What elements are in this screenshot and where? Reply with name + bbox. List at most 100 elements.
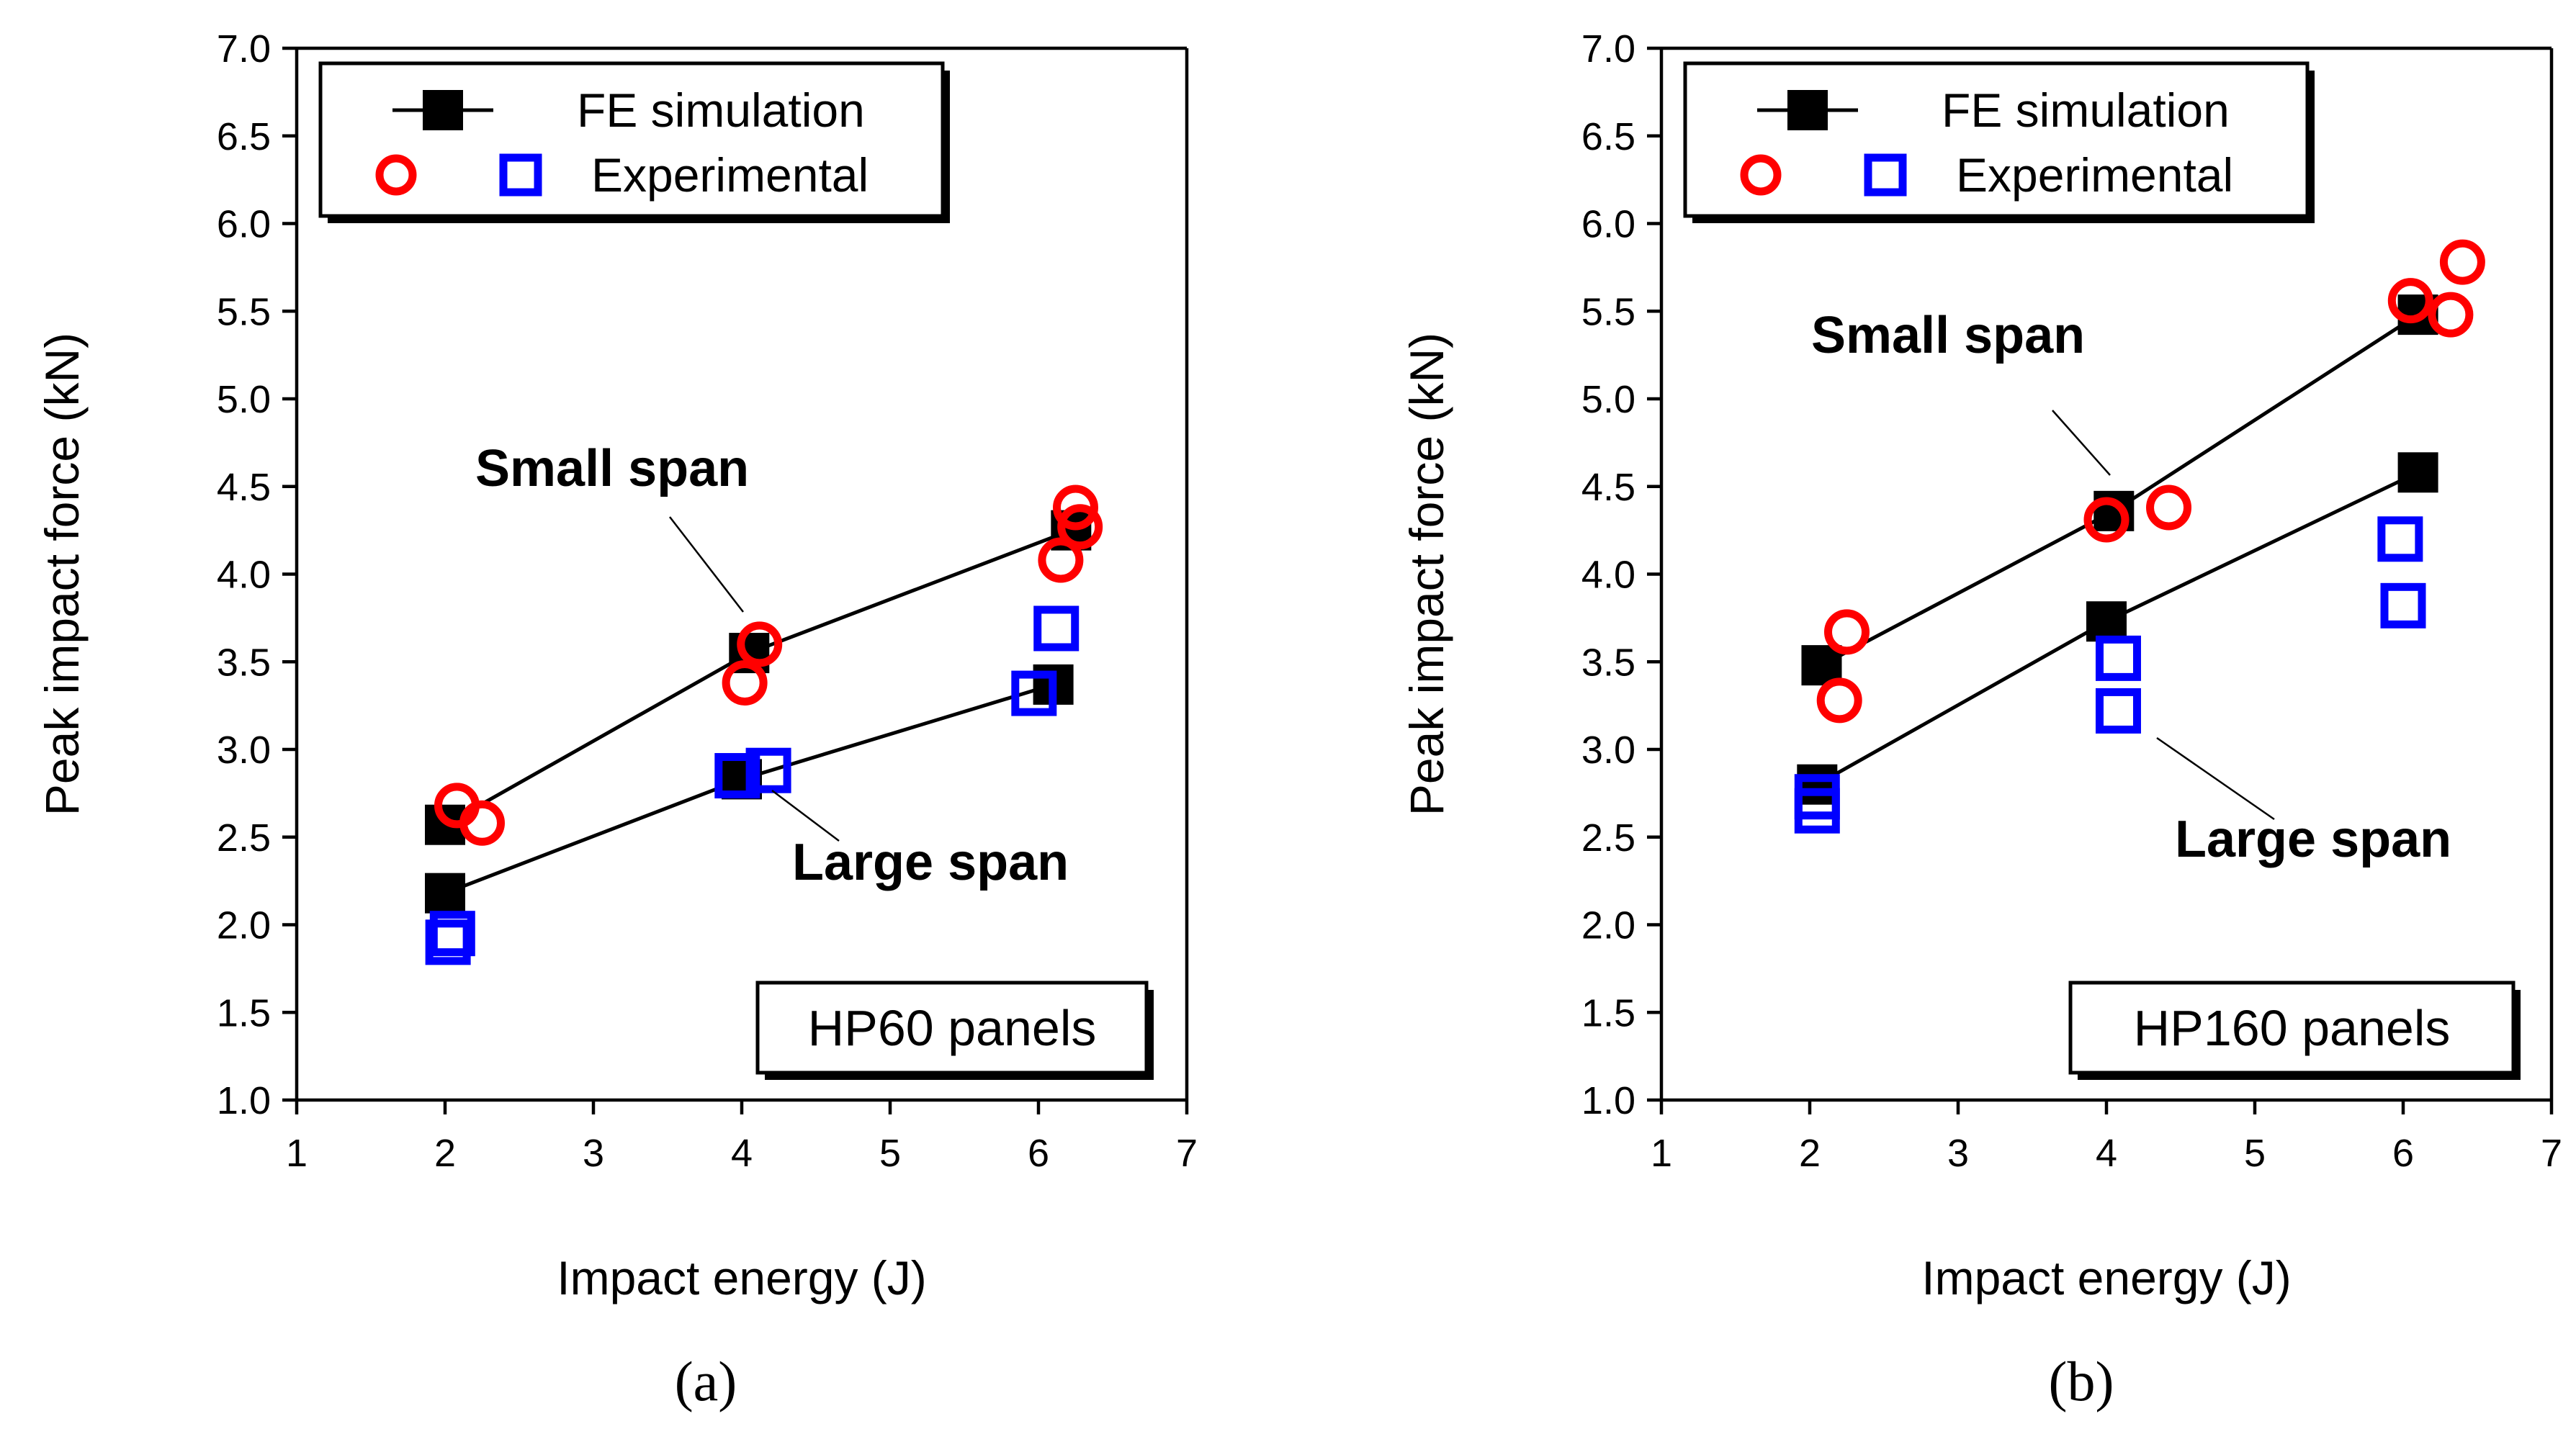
chart-b-series-3-point — [2380, 582, 2426, 628]
chart-b-x-tick-label: 6 — [2392, 1132, 2414, 1175]
chart-a-x-tick-label: 4 — [731, 1132, 753, 1175]
chart-b-legend-exp-label: Experimental — [1956, 148, 2233, 202]
chart-a-legend-fe-label: FE simulation — [577, 84, 865, 137]
chart-b-series-2-point — [2083, 497, 2130, 543]
chart-b-y-tick-label: 4.5 — [1581, 466, 1635, 509]
chart-b-x-axis-title: Impact energy (J) — [1921, 1251, 2292, 1304]
chart-a-series-2-point — [1053, 485, 1098, 531]
chart-a-x-tick-label: 3 — [583, 1132, 604, 1175]
chart-b-x-tick-label: 7 — [2541, 1132, 2562, 1175]
chart-b: 1.0 1.5 2.0 2.5 3.0 3.5 4.0 4.5 5.0 5.5 6.0 6.5 7.0 1… — [1400, 27, 2562, 1412]
chart-b-y-tick-label: 3.5 — [1581, 641, 1635, 684]
chart-a-y-tick-label: 6.5 — [217, 115, 271, 158]
chart-b-legend-exp-square — [1864, 153, 1907, 197]
chart-a-series-3-point — [714, 753, 760, 799]
chart-a: 1.0 1.5 2.0 2.5 3.0 3.5 4.0 4.5 5.0 5.5 6.0 6.5 7.0 1… — [35, 27, 1198, 1412]
chart-b-x-tick-label: 5 — [2244, 1132, 2266, 1175]
chart-a-series-2-point — [737, 621, 783, 667]
chart-b-y-axis-title: Peak impact force (kN) — [1400, 333, 1453, 816]
chart-b-y-tick-label: 1.5 — [1581, 991, 1635, 1035]
chart-a-x-tick-label: 6 — [1028, 1132, 1049, 1175]
chart-a-y-tick-label: 5.5 — [217, 290, 271, 333]
chart-a-small-span-label: Small span — [475, 440, 749, 497]
chart-a-y-tick-label: 7.0 — [217, 27, 271, 71]
chart-b-large-pointer — [2156, 736, 2275, 821]
chart-b-small-pointer — [2052, 410, 2111, 476]
chart-a-legend-exp-circle — [375, 154, 417, 196]
chart-b-y-tick-label: 6.0 — [1581, 203, 1635, 246]
chart-b-y-tick-label: 7.0 — [1581, 27, 1635, 71]
chart-a-series-3-point — [745, 747, 791, 793]
chart-a-panel-label-box — [755, 981, 1149, 1075]
chart-a-x-tick-label: 7 — [1176, 1132, 1198, 1175]
chart-a-series-2-point — [1057, 504, 1103, 550]
chart-b-y-tick-label: 5.0 — [1581, 378, 1635, 421]
chart-b-caption: (b) — [2049, 1350, 2114, 1412]
chart-a-series-3-point — [425, 919, 471, 965]
chart-a-y-tick-label: 4.0 — [217, 554, 271, 597]
chart-b-series-2-point — [1824, 609, 1870, 655]
chart-a-y-tick-label: 5.0 — [217, 378, 271, 421]
chart-a-series-2-point — [1038, 537, 1084, 583]
chart-b-series-3-point — [2095, 635, 2141, 681]
chart-b-y-tick-label: 2.5 — [1581, 816, 1635, 860]
chart-a-legend-exp-label: Experimental — [591, 148, 869, 202]
chart-b-series-2-point — [1816, 677, 1862, 724]
chart-a-y-tick-label: 1.0 — [217, 1079, 271, 1122]
chart-a-series-1-point — [425, 873, 465, 914]
chart-a-x-tick-label: 1 — [286, 1132, 308, 1175]
chart-a-series-3-point — [429, 911, 475, 957]
chart-a-y-tick-label: 2.5 — [217, 816, 271, 860]
chart-b-series-2-point — [2428, 292, 2474, 338]
chart-a-series-3-point — [1033, 605, 1080, 652]
chart-a-small-pointer — [669, 516, 744, 613]
chart-b-x-tick-label: 2 — [1799, 1132, 1821, 1175]
chart-b-y-tick-label: 3.0 — [1581, 729, 1635, 772]
chart-b-y-tick-label: 1.0 — [1581, 1079, 1635, 1122]
chart-b-y-tick-label: 2.0 — [1581, 904, 1635, 947]
chart-b-series-3-point — [1794, 774, 1840, 820]
chart-a-legend-box — [318, 61, 945, 218]
chart-b-legend-fe-label: FE simulation — [1942, 84, 2230, 137]
chart-b-series-1-point — [2086, 601, 2127, 642]
chart-a-large-span-label: Large span — [792, 834, 1069, 891]
chart-b-panel-label-box — [2068, 981, 2516, 1075]
chart-a-y-tick-label: 3.5 — [217, 641, 271, 684]
chart-a-y-tick-label: 4.5 — [217, 466, 271, 509]
chart-a-y-tick-label: 1.5 — [217, 991, 271, 1035]
chart-b-large-span-label: Large span — [2175, 811, 2451, 868]
chart-a-series-2-point — [722, 659, 768, 706]
chart-a-y-tick-label: 3.0 — [217, 729, 271, 772]
chart-a-x-tick-label: 2 — [434, 1132, 456, 1175]
chart-a-series-3-point — [1011, 670, 1057, 716]
chart-b-y-tick-label: 4.0 — [1581, 554, 1635, 597]
chart-b-series-3-point — [2095, 688, 2141, 734]
chart-a-caption: (a) — [675, 1350, 737, 1412]
chart-b-legend-exp-circle — [1740, 154, 1782, 196]
chart-b-x-tick-label: 3 — [1947, 1132, 1969, 1175]
chart-a-y-tick-label: 6.0 — [217, 203, 271, 246]
chart-a-legend-exp-square — [499, 153, 542, 197]
chart-b-y-tick-label: 6.5 — [1581, 115, 1635, 158]
chart-b-series-2-point — [2387, 278, 2433, 324]
chart-a-x-axis-title: Impact energy (J) — [557, 1251, 927, 1304]
chart-b-series-1-point — [1797, 764, 1838, 805]
chart-a-y-axis-title: Peak impact force (kN) — [35, 333, 89, 816]
chart-b-panel-label: HP160 panels — [2134, 1000, 2451, 1056]
chart-a-x-tick-label: 5 — [879, 1132, 901, 1175]
chart-b-legend-box — [1683, 61, 2310, 218]
chart-a-legend-fe-marker — [423, 90, 463, 130]
chart-b-x-tick-label: 4 — [2096, 1132, 2117, 1175]
chart-a-panel-label: HP60 panels — [808, 1000, 1097, 1056]
chart-a-large-pointer — [771, 790, 840, 842]
chart-a-series-2-point — [459, 800, 505, 846]
chart-b-x-tick-label: 1 — [1651, 1132, 1672, 1175]
chart-b-series-2-point — [2146, 485, 2192, 531]
chart-b-series-1-point — [2397, 452, 2438, 493]
chart-b-series-3-point — [2377, 516, 2423, 562]
chart-b-series-2-point — [2439, 239, 2485, 285]
chart-b-small-span-label: Small span — [1811, 307, 2085, 364]
chart-a-y-tick-label: 2.0 — [217, 904, 271, 947]
chart-b-y-tick-label: 5.5 — [1581, 290, 1635, 333]
